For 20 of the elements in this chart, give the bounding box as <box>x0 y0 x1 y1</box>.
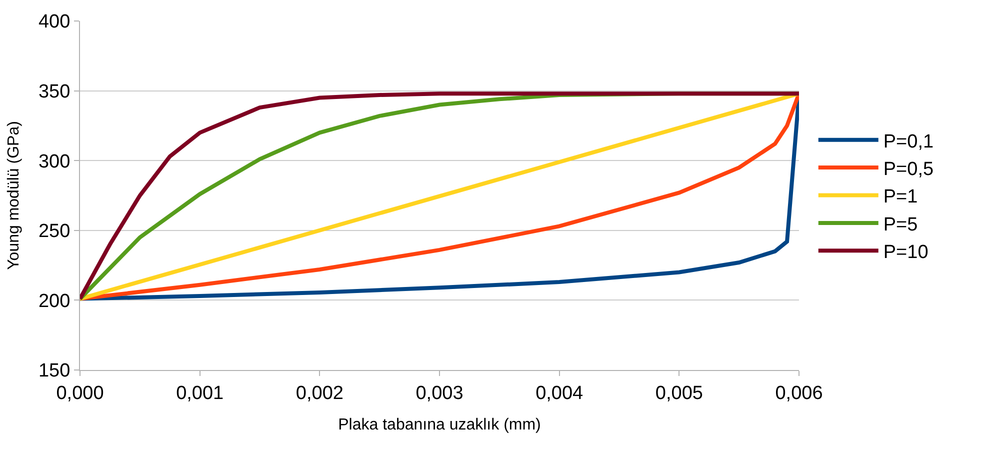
y-tick-label: 300 <box>38 151 70 172</box>
x-tick-label: 0,003 <box>416 382 464 404</box>
legend-label: P=10 <box>883 242 928 264</box>
legend-label: P=5 <box>883 214 918 236</box>
legend-label: P=1 <box>883 186 918 208</box>
x-tick-label: 0,005 <box>655 382 703 404</box>
y-axis-title: Young modülü (GPa) <box>5 121 22 270</box>
x-tick-label: 0,004 <box>536 382 584 404</box>
y-tick-label: 350 <box>38 81 70 102</box>
x-tick-label: 0,006 <box>775 382 823 404</box>
y-tick-label: 150 <box>38 360 70 382</box>
legend-label: P=0,1 <box>883 131 934 152</box>
y-tick-label: 200 <box>38 290 70 312</box>
legend-label: P=0,5 <box>883 158 934 180</box>
y-tick-label: 400 <box>38 12 70 33</box>
x-tick-label: 0,001 <box>176 382 224 404</box>
y-tick-label: 250 <box>38 221 70 242</box>
x-tick-label: 0,002 <box>296 382 344 404</box>
x-tick-label: 0,000 <box>56 382 104 404</box>
x-axis-title: Plaka tabanına uzaklık (mm) <box>338 416 541 434</box>
